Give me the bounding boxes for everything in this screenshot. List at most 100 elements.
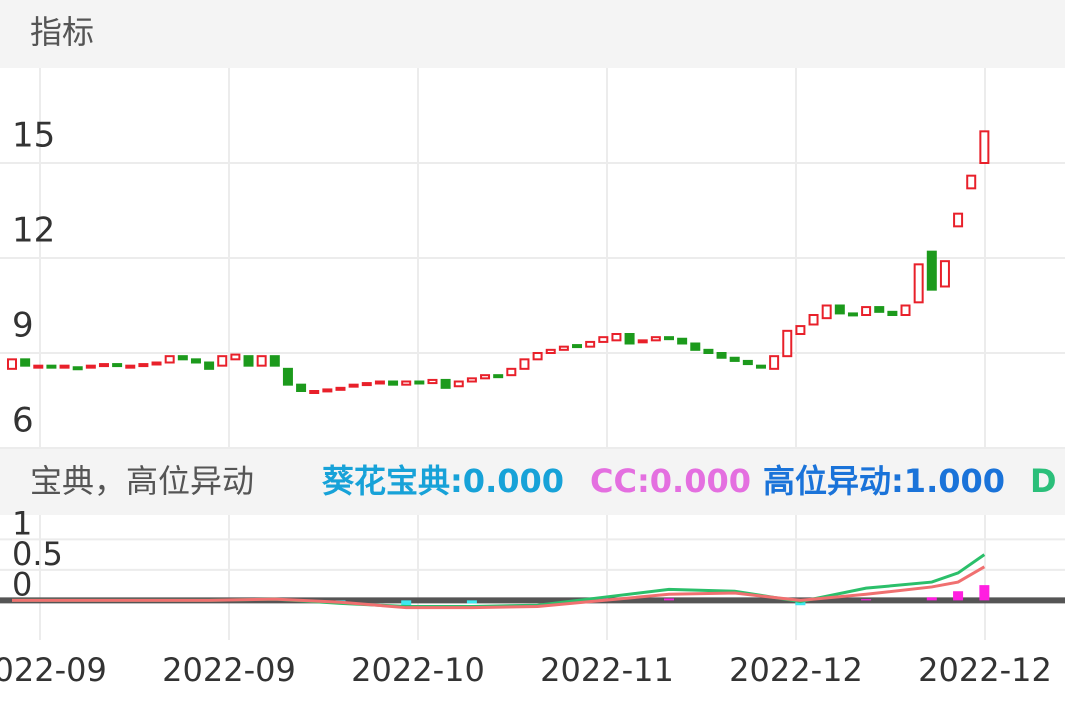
candle bbox=[374, 380, 385, 385]
x-tick-label: 2022-10 bbox=[351, 651, 485, 689]
legend-entry: 葵花宝典:0.000 bbox=[322, 462, 564, 500]
candle bbox=[716, 352, 727, 359]
x-tick-label: 2022-12 bbox=[729, 651, 863, 689]
candle bbox=[453, 380, 464, 388]
y-tick-label: 0.5 bbox=[12, 535, 63, 573]
y-tick-label: 9 bbox=[12, 306, 34, 346]
candle bbox=[480, 374, 491, 380]
x-tick-label: 2022-09 bbox=[162, 651, 296, 689]
candle bbox=[545, 348, 556, 355]
candle bbox=[217, 355, 228, 367]
candle bbox=[204, 361, 215, 370]
legend-bar bbox=[0, 448, 1065, 515]
x-tick-label: 2022-09 bbox=[0, 651, 107, 689]
candle bbox=[861, 306, 872, 317]
candle bbox=[427, 378, 438, 385]
candle bbox=[33, 364, 44, 369]
candle bbox=[703, 348, 714, 355]
candle bbox=[821, 304, 832, 320]
legend-title: 宝典，高位异动 bbox=[30, 462, 254, 500]
candle bbox=[243, 355, 254, 367]
candle bbox=[466, 377, 477, 383]
candle bbox=[572, 344, 583, 349]
candle bbox=[808, 314, 819, 326]
candle bbox=[20, 358, 31, 367]
candle bbox=[348, 383, 359, 388]
histogram-bar bbox=[861, 599, 872, 601]
candle bbox=[585, 340, 596, 348]
candle bbox=[85, 364, 96, 369]
candle bbox=[335, 386, 346, 391]
candle bbox=[926, 250, 937, 291]
histogram-bar bbox=[466, 600, 477, 604]
candle bbox=[729, 356, 740, 362]
candle bbox=[913, 263, 924, 304]
y-tick-label: 12 bbox=[12, 211, 55, 251]
candle bbox=[46, 364, 57, 369]
candle bbox=[493, 374, 504, 379]
candle bbox=[782, 329, 793, 358]
histogram-bar bbox=[598, 597, 609, 601]
candle bbox=[7, 358, 17, 370]
candle bbox=[624, 333, 635, 345]
y-tick-label: 6 bbox=[12, 401, 34, 441]
x-tick-label: 2022-11 bbox=[540, 651, 674, 689]
candle bbox=[440, 378, 451, 389]
candle bbox=[650, 336, 661, 342]
candle bbox=[269, 355, 280, 367]
candle bbox=[296, 383, 307, 392]
histogram-bar bbox=[926, 597, 937, 601]
candle bbox=[309, 390, 320, 394]
candle bbox=[59, 364, 70, 369]
candle bbox=[834, 304, 845, 315]
legend-entry: CC:0.000 bbox=[590, 462, 751, 500]
candle bbox=[519, 358, 530, 370]
candle bbox=[506, 367, 517, 377]
candle bbox=[690, 342, 701, 351]
candle bbox=[532, 352, 543, 361]
header-title: 指标 bbox=[30, 13, 94, 51]
candle bbox=[164, 355, 175, 364]
candle bbox=[742, 359, 753, 366]
candle bbox=[177, 355, 188, 361]
candle bbox=[939, 260, 950, 288]
candle bbox=[611, 333, 622, 342]
candle bbox=[282, 367, 293, 386]
candle bbox=[72, 366, 83, 371]
candle bbox=[769, 355, 780, 370]
histogram-bar bbox=[664, 598, 674, 601]
candle bbox=[847, 312, 858, 317]
candle bbox=[414, 380, 425, 385]
histogram-bar bbox=[979, 585, 990, 601]
candle bbox=[125, 364, 136, 369]
candle bbox=[401, 380, 412, 386]
candle bbox=[388, 380, 399, 386]
candle bbox=[190, 358, 201, 364]
y-tick-label: 15 bbox=[12, 116, 55, 156]
candle bbox=[558, 345, 569, 351]
candle bbox=[953, 212, 964, 228]
y-tick-label: 0 bbox=[12, 565, 32, 603]
candle bbox=[230, 353, 241, 361]
histogram-bar bbox=[401, 600, 412, 606]
candle bbox=[795, 325, 806, 336]
indicator-line bbox=[12, 565, 986, 610]
candle bbox=[98, 363, 109, 368]
candle bbox=[874, 306, 885, 313]
candle bbox=[598, 336, 609, 343]
legend-entry: 高位异动:1.000 bbox=[763, 462, 1005, 500]
candle bbox=[755, 364, 766, 369]
candle bbox=[256, 355, 267, 367]
candle bbox=[322, 388, 333, 393]
candle bbox=[151, 361, 162, 366]
header-bar bbox=[0, 0, 1065, 68]
histogram-bar bbox=[953, 591, 964, 601]
legend-entry: D bbox=[1030, 462, 1057, 500]
candle bbox=[677, 337, 688, 345]
candle bbox=[664, 336, 674, 341]
y-tick-label: 1 bbox=[12, 504, 32, 542]
candle bbox=[361, 382, 372, 387]
x-tick-label: 2022-12 bbox=[918, 651, 1052, 689]
candle bbox=[979, 130, 990, 164]
